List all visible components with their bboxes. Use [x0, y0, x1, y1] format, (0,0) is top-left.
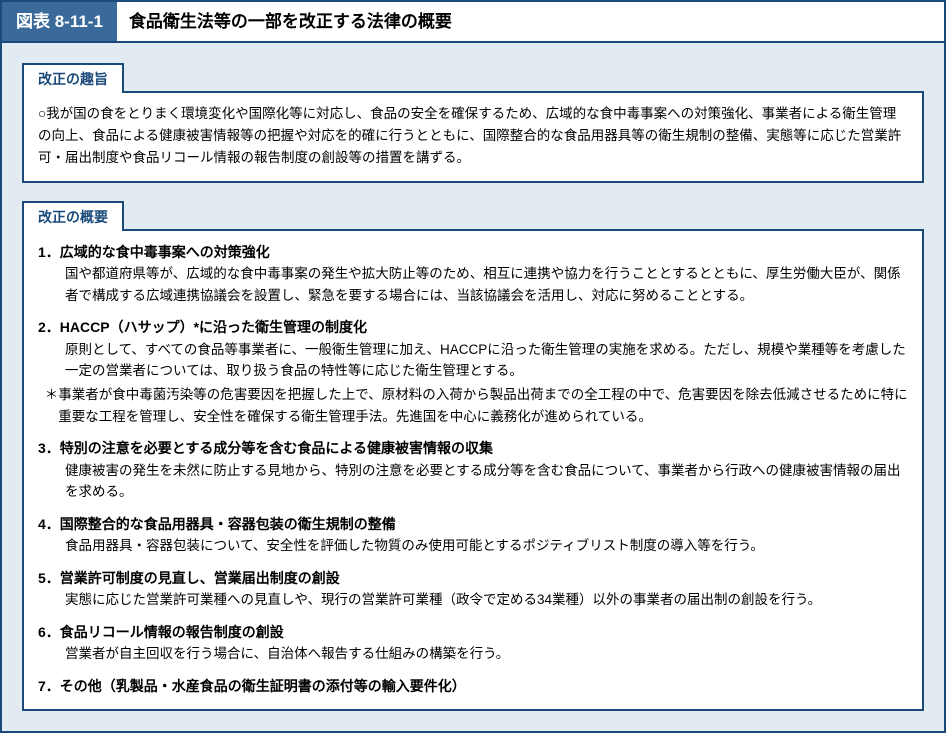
item-body-text: 国や都道府県等が、広域的な食中毒事案の発生や拡大防止等のため、相互に連携や協力を… [38, 263, 908, 306]
title-row: 図表 8-11-1 食品衛生法等の一部を改正する法律の概要 [2, 2, 944, 43]
figure-body: 改正の趣旨 ○我が国の食をとりまく環境変化や国際化等に対応し、食品の安全を確保す… [2, 43, 944, 731]
item-heading: 1．広域的な食中毒事案への対策強化 [38, 241, 908, 263]
overview-heading: 改正の概要 [22, 201, 124, 230]
item-footnote: ＊事業者が食中毒菌汚染等の危害要因を把握した上で、原材料の入荷から製品出荷までの… [38, 384, 908, 427]
purpose-heading: 改正の趣旨 [22, 63, 124, 92]
item-heading: 4．国際整合的な食品用器具・容器包装の衛生規制の整備 [38, 513, 908, 535]
purpose-text: ○我が国の食をとりまく環境変化や国際化等に対応し、食品の安全を確保するため、広域… [38, 103, 908, 170]
overview-item: 1．広域的な食中毒事案への対策強化 国や都道府県等が、広域的な食中毒事案の発生や… [38, 241, 908, 307]
overview-item: 7．その他（乳製品・水産食品の衛生証明書の添付等の輸入要件化） [38, 675, 908, 697]
item-body-text: 食品用器具・容器包装について、安全性を評価した物質のみ使用可能とするポジティブリ… [38, 535, 908, 557]
figure-number-badge: 図表 8-11-1 [2, 2, 117, 41]
purpose-section: 改正の趣旨 ○我が国の食をとりまく環境変化や国際化等に対応し、食品の安全を確保す… [22, 61, 924, 183]
overview-item: 2．HACCP（ハサップ）*に沿った衛生管理の制度化 原則として、すべての食品等… [38, 316, 908, 427]
item-body-text: 営業者が自主回収を行う場合に、自治体へ報告する仕組みの構築を行う。 [38, 643, 908, 665]
item-body-text: 原則として、すべての食品等事業者に、一般衛生管理に加え、HACCPに沿った衛生管… [38, 339, 908, 382]
overview-item: 6．食品リコール情報の報告制度の創設 営業者が自主回収を行う場合に、自治体へ報告… [38, 621, 908, 665]
figure-frame: 図表 8-11-1 食品衛生法等の一部を改正する法律の概要 改正の趣旨 ○我が国… [0, 0, 946, 733]
overview-item: 5．営業許可制度の見直し、営業届出制度の創設 実態に応じた営業許可業種への見直し… [38, 567, 908, 611]
overview-body: 1．広域的な食中毒事案への対策強化 国や都道府県等が、広域的な食中毒事案の発生や… [22, 229, 924, 711]
item-heading: 6．食品リコール情報の報告制度の創設 [38, 621, 908, 643]
item-body-text: 実態に応じた営業許可業種への見直しや、現行の営業許可業種（政令で定める34業種）… [38, 589, 908, 611]
item-heading: 2．HACCP（ハサップ）*に沿った衛生管理の制度化 [38, 316, 908, 338]
item-body-text: 健康被害の発生を未然に防止する見地から、特別の注意を必要とする成分等を含む食品に… [38, 460, 908, 503]
overview-item: 3．特別の注意を必要とする成分等を含む食品による健康被害情報の収集 健康被害の発… [38, 437, 908, 503]
purpose-body: ○我が国の食をとりまく環境変化や国際化等に対応し、食品の安全を確保するため、広域… [22, 91, 924, 184]
figure-title: 食品衛生法等の一部を改正する法律の概要 [117, 2, 944, 41]
item-heading: 3．特別の注意を必要とする成分等を含む食品による健康被害情報の収集 [38, 437, 908, 459]
item-heading: 5．営業許可制度の見直し、営業届出制度の創設 [38, 567, 908, 589]
item-heading: 7．その他（乳製品・水産食品の衛生証明書の添付等の輸入要件化） [38, 675, 908, 697]
overview-item: 4．国際整合的な食品用器具・容器包装の衛生規制の整備 食品用器具・容器包装につい… [38, 513, 908, 557]
overview-section: 改正の概要 1．広域的な食中毒事案への対策強化 国や都道府県等が、広域的な食中毒… [22, 199, 924, 711]
